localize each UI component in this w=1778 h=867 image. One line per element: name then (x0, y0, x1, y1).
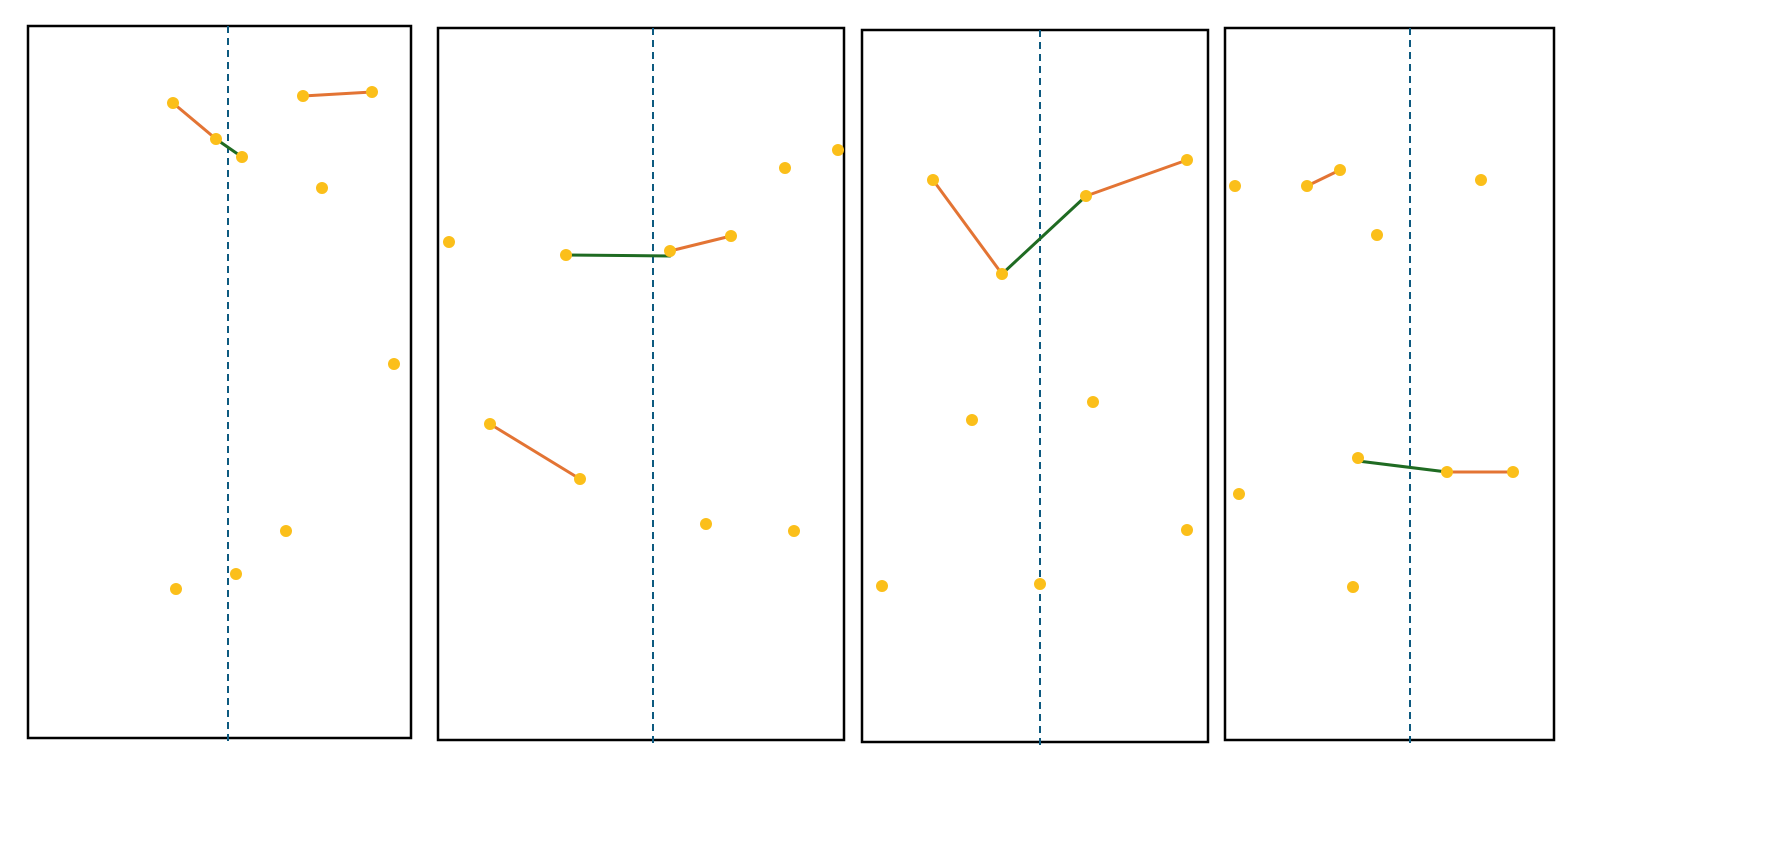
data-point (1507, 466, 1519, 478)
panel-frame (26, 24, 413, 740)
data-point (1347, 581, 1359, 593)
candidate-edge (931, 178, 1004, 276)
data-point (1181, 154, 1193, 166)
data-point (236, 151, 248, 163)
panel-frame (860, 28, 1210, 744)
data-point (664, 245, 676, 257)
data-point (1229, 180, 1241, 192)
candidate-edge (301, 90, 374, 98)
closest-pair-edge (1000, 194, 1088, 276)
data-point (230, 568, 242, 580)
data-point (779, 162, 791, 174)
data-point (1441, 466, 1453, 478)
panel-4 (1223, 26, 1556, 748)
panel-frame (1223, 26, 1556, 742)
panel-2 (436, 26, 846, 746)
data-point (927, 174, 939, 186)
data-point (1301, 180, 1313, 192)
data-point (1475, 174, 1487, 186)
data-point (1352, 452, 1364, 464)
data-point (1181, 524, 1193, 536)
candidate-edge (668, 234, 733, 253)
data-point (388, 358, 400, 370)
panel-1 (26, 24, 413, 744)
data-point (788, 525, 800, 537)
candidate-edge (1084, 158, 1189, 198)
data-point (1334, 164, 1346, 176)
closest-pair-edge (564, 253, 672, 258)
data-point (210, 133, 222, 145)
data-point (167, 97, 179, 109)
data-point (366, 86, 378, 98)
data-point (484, 418, 496, 430)
data-point (1233, 488, 1245, 500)
data-point (996, 268, 1008, 280)
data-point (725, 230, 737, 242)
candidate-edge (171, 101, 218, 141)
data-point (966, 414, 978, 426)
panel-3 (860, 28, 1210, 748)
panel-frame (436, 26, 846, 742)
candidate-edge (1305, 168, 1342, 188)
data-point (443, 236, 455, 248)
data-point (170, 583, 182, 595)
data-point (316, 182, 328, 194)
data-point (832, 144, 844, 156)
data-point (700, 518, 712, 530)
data-point (297, 90, 309, 102)
data-point (574, 473, 586, 485)
data-point (1034, 578, 1046, 590)
data-point (280, 525, 292, 537)
closest-pair-edge (1356, 459, 1449, 474)
data-point (1080, 190, 1092, 202)
candidate-edge (488, 422, 582, 481)
data-point (876, 580, 888, 592)
data-point (1087, 396, 1099, 408)
data-point (560, 249, 572, 261)
data-point (1371, 229, 1383, 241)
